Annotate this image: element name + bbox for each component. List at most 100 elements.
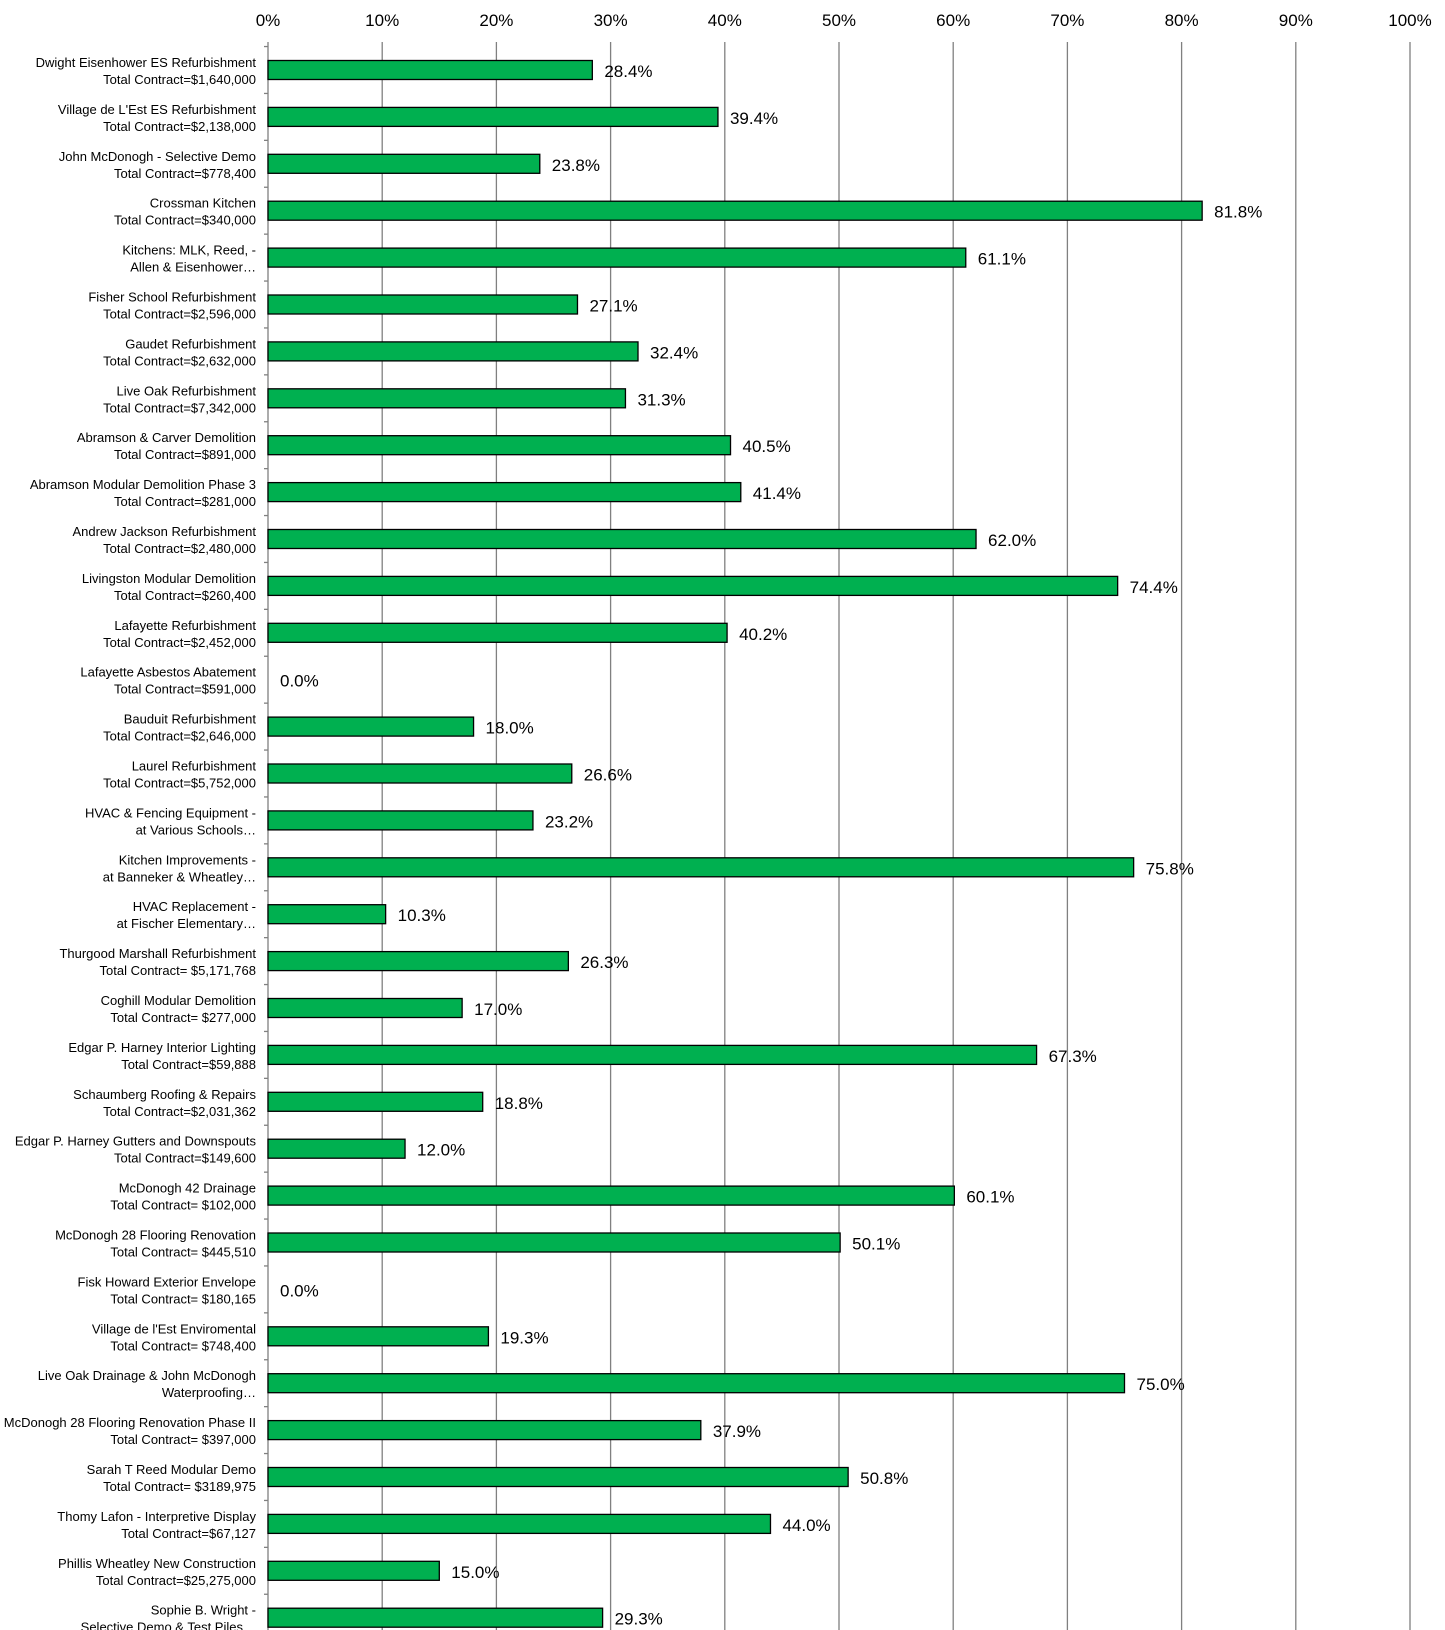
bar <box>267 435 732 456</box>
category-label: Total Contract=$59,888 <box>121 1057 256 1072</box>
category-label: Abramson & Carver Demolition <box>77 430 256 445</box>
bar <box>267 106 719 128</box>
data-label: 26.6% <box>584 766 632 785</box>
category-label: Andrew Jackson Refurbishment <box>72 524 256 539</box>
bar <box>267 1138 406 1159</box>
x-tick-label: 90% <box>1279 11 1313 30</box>
bar <box>267 1607 604 1628</box>
category-label: McDonogh 42 Drainage <box>119 1181 256 1196</box>
category-label: Total Contract=$2,031,362 <box>103 1104 256 1119</box>
data-label: 12.0% <box>417 1141 465 1160</box>
data-label: 23.8% <box>552 156 600 175</box>
data-label: 15.0% <box>451 1563 499 1582</box>
category-label: Lafayette Refurbishment <box>114 618 256 633</box>
x-tick-label: 0% <box>256 11 281 30</box>
data-label: 75.0% <box>1137 1375 1185 1394</box>
category-label: Total Contract=$340,000 <box>114 213 256 228</box>
bar <box>267 622 728 643</box>
category-label: Total Contract= $5,171,768 <box>100 963 256 978</box>
category-label: Edgar P. Harney Gutters and Downspouts <box>15 1134 257 1149</box>
data-label: 0.0% <box>280 672 319 691</box>
bar <box>267 763 573 784</box>
category-label: Total Contract=$1,640,000 <box>103 72 256 87</box>
data-label: 29.3% <box>615 1610 663 1629</box>
category-label: Fisher School Refurbishment <box>88 290 256 305</box>
category-label: Lafayette Asbestos Abatement <box>80 665 256 680</box>
category-label: Livingston Modular Demolition <box>82 571 256 586</box>
category-label: Village de l'Est Enviromental <box>92 1321 256 1336</box>
bar <box>267 1560 440 1581</box>
data-label: 23.2% <box>545 812 593 831</box>
category-label: Total Contract=$2,646,000 <box>103 729 256 744</box>
category-label: Total Contract= $180,165 <box>110 1291 256 1306</box>
category-label: Sophie B. Wright - <box>151 1603 256 1618</box>
bar <box>267 1513 772 1535</box>
data-label: 27.1% <box>589 297 637 316</box>
category-label: Dwight Eisenhower ES Refurbishment <box>36 55 257 70</box>
category-label: Phillis Wheatley New Construction <box>58 1556 256 1571</box>
category-label: Total Contract=$2,138,000 <box>103 119 256 134</box>
category-label: Kitchen Improvements - <box>119 852 256 867</box>
category-label: at Various Schools… <box>136 822 256 837</box>
bar <box>267 1232 841 1253</box>
x-tick-label: 60% <box>936 11 970 30</box>
bar <box>267 950 569 972</box>
category-label: Selective Demo & Test Piles… <box>81 1620 256 1630</box>
category-label: Total Contract=$891,000 <box>114 447 256 462</box>
x-tick-label: 50% <box>822 11 856 30</box>
data-label: 40.5% <box>743 437 791 456</box>
data-label: 50.1% <box>852 1235 900 1254</box>
category-label: Total Contract=$281,000 <box>114 494 256 509</box>
data-label: 31.3% <box>637 390 685 409</box>
data-label: 32.4% <box>650 343 698 362</box>
data-label: 37.9% <box>713 1422 761 1441</box>
bar <box>267 810 534 831</box>
category-label: John McDonogh - Selective Demo <box>59 149 256 164</box>
data-label: 44.0% <box>782 1516 830 1535</box>
category-label: Total Contract=$5,752,000 <box>103 776 256 791</box>
category-label: Total Contract=$2,452,000 <box>103 635 256 650</box>
category-label: Total Contract=$67,127 <box>121 1526 256 1541</box>
data-label: 10.3% <box>398 906 446 925</box>
category-label: Total Contract= $445,510 <box>110 1245 256 1260</box>
category-label: Total Contract=$25,275,000 <box>96 1573 256 1588</box>
bar <box>267 294 579 315</box>
data-label: 75.8% <box>1146 859 1194 878</box>
bar <box>267 528 977 550</box>
data-label: 50.8% <box>860 1469 908 1488</box>
data-label: 19.3% <box>500 1328 548 1347</box>
bar <box>267 716 475 737</box>
x-tick-label: 100% <box>1388 11 1431 30</box>
category-label: Total Contract= $397,000 <box>110 1432 256 1447</box>
category-labels: Dwight Eisenhower ES Refurbishment Total … <box>4 55 257 1630</box>
data-label: 62.0% <box>988 531 1036 550</box>
category-label: Edgar P. Harney Interior Lighting <box>68 1040 256 1055</box>
data-label: 0.0% <box>280 1281 319 1300</box>
category-label: Laurel Refurbishment <box>132 759 257 774</box>
category-label: at Fischer Elementary… <box>117 916 256 931</box>
category-label: Total Contract=$7,342,000 <box>103 400 256 415</box>
category-label: Kitchens: MLK, Reed, - <box>122 243 256 258</box>
category-label: Total Contract=$591,000 <box>114 682 256 697</box>
data-label: 40.2% <box>739 625 787 644</box>
category-label: Abramson Modular Demolition Phase 3 <box>30 477 256 492</box>
category-label: Crossman Kitchen <box>150 196 256 211</box>
bar <box>267 247 967 268</box>
category-label: Total Contract=$149,600 <box>114 1151 256 1166</box>
bar <box>267 857 1135 878</box>
bar <box>267 1044 1038 1066</box>
category-label: Waterproofing… <box>162 1385 256 1400</box>
category-label: Schaumberg Roofing & Repairs <box>73 1087 256 1102</box>
bar <box>267 200 1203 221</box>
data-label: 41.4% <box>753 484 801 503</box>
data-label: 74.4% <box>1130 578 1178 597</box>
category-label: Allen & Eisenhower… <box>130 260 256 275</box>
bar <box>267 1326 490 1347</box>
category-label: HVAC & Fencing Equipment - <box>85 805 256 820</box>
category-label: Total Contract=$260,400 <box>114 588 256 603</box>
bar <box>267 575 1119 597</box>
category-label: Bauduit Refurbishment <box>124 712 257 727</box>
category-label: Gaudet Refurbishment <box>125 336 256 351</box>
x-tick-label: 20% <box>479 11 513 30</box>
